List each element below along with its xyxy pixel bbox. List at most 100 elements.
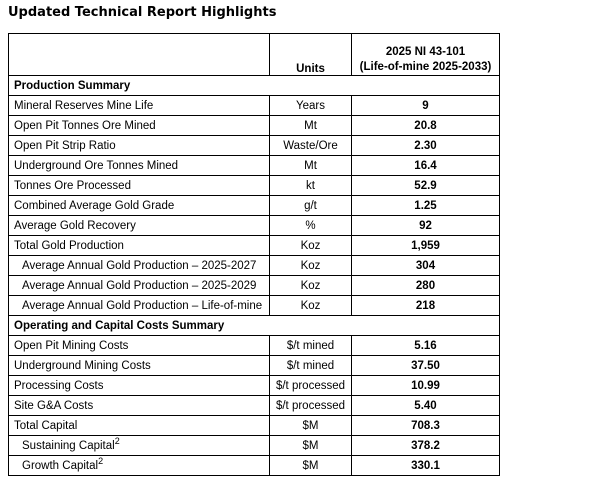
metric-cell: Average Annual Gold Production – 2025-20… (8, 255, 270, 276)
metric-label: Average Gold Recovery (14, 219, 136, 232)
units-cell: kt (269, 175, 352, 196)
table-row: Underground Mining Costs $/t mined 37.50 (8, 355, 500, 376)
footnote-marker: 2 (98, 455, 104, 466)
units-cell: Koz (269, 275, 352, 296)
units-cell: $/t processed (269, 375, 352, 396)
table-row: Open Pit Strip Ratio Waste/Ore 2.30 (8, 135, 500, 156)
units-cell: $/t mined (269, 355, 352, 376)
units-cell: Years (269, 95, 352, 116)
value-cell: 92 (351, 215, 500, 236)
section-row: Production Summary (8, 75, 500, 96)
metric-cell: Total Gold Production (8, 235, 270, 256)
units-cell: Waste/Ore (269, 135, 352, 156)
metric-cell: Open Pit Tonnes Ore Mined (8, 115, 270, 136)
value-cell: 218 (351, 295, 500, 316)
metric-label: Site G&A Costs (14, 399, 94, 412)
value-column-header: 2025 NI 43-101 (Life-of-mine 2025-2033) (351, 33, 500, 76)
metric-label: Average Annual Gold Production – Life-of… (22, 299, 263, 312)
units-cell: % (269, 215, 352, 236)
units-cell: $M (269, 435, 352, 456)
units-cell: $/t mined (269, 335, 352, 356)
page-title: Updated Technical Report Highlights (8, 5, 277, 20)
table-row: Underground Ore Tonnes Mined Mt 16.4 (8, 155, 500, 176)
units-cell: Koz (269, 295, 352, 316)
metric-label: Open Pit Tonnes Ore Mined (14, 119, 156, 132)
metric-cell: Sustaining Capital2 (8, 435, 270, 456)
value-cell: 378.2 (351, 435, 500, 456)
units-column-header: Units (269, 33, 352, 76)
value-column-header-line1: 2025 NI 43-101 (385, 46, 466, 58)
value-cell: 52.9 (351, 175, 500, 196)
metric-cell: Tonnes Ore Processed (8, 175, 270, 196)
table-row: Combined Average Gold Grade g/t 1.25 (8, 195, 500, 216)
metric-cell: Underground Ore Tonnes Mined (8, 155, 270, 176)
metric-cell: Total Capital (8, 415, 270, 436)
metric-cell: Average Gold Recovery (8, 215, 270, 236)
value-cell: 5.40 (351, 395, 500, 416)
value-cell: 5.16 (351, 335, 500, 356)
metric-label: Total Gold Production (14, 239, 124, 252)
metric-label: Underground Ore Tonnes Mined (14, 159, 179, 172)
value-cell: 37.50 (351, 355, 500, 376)
table-row: Sustaining Capital2 $M 378.2 (8, 435, 500, 456)
units-cell: Mt (269, 115, 352, 136)
metric-label: Average Annual Gold Production – 2025-20… (22, 259, 257, 272)
metric-cell: Average Annual Gold Production – Life-of… (8, 295, 270, 316)
metric-label: Combined Average Gold Grade (14, 199, 175, 212)
metric-label: Open Pit Strip Ratio (14, 139, 116, 152)
value-cell: 1,959 (351, 235, 500, 256)
units-cell: Koz (269, 255, 352, 276)
metric-label: Underground Mining Costs (14, 359, 151, 372)
value-cell: 330.1 (351, 455, 500, 476)
metric-column-header (8, 33, 270, 76)
footnote-marker: 2 (114, 435, 120, 446)
metric-cell: Open Pit Mining Costs (8, 335, 270, 356)
table-row: Total Capital $M 708.3 (8, 415, 500, 436)
table-body: Production Summary Mineral Reserves Mine … (8, 75, 500, 476)
metric-cell: Site G&A Costs (8, 395, 270, 416)
table-row: Open Pit Tonnes Ore Mined Mt 20.8 (8, 115, 500, 136)
metric-cell: Mineral Reserves Mine Life (8, 95, 270, 116)
table-header-row: Units 2025 NI 43-101 (Life-of-mine 2025-… (8, 33, 500, 76)
metric-label: Total Capital (14, 419, 78, 432)
section-label: Production Summary (8, 75, 500, 96)
table-row: Total Gold Production Koz 1,959 (8, 235, 500, 256)
value-cell: 16.4 (351, 155, 500, 176)
value-cell: 280 (351, 275, 500, 296)
units-cell: $/t processed (269, 395, 352, 416)
units-cell: Koz (269, 235, 352, 256)
metric-label: Growth Capital (22, 459, 99, 472)
table-row: Mineral Reserves Mine Life Years 9 (8, 95, 500, 116)
units-cell: Mt (269, 155, 352, 176)
units-cell: g/t (269, 195, 352, 216)
metric-cell: Growth Capital2 (8, 455, 270, 476)
metric-cell: Combined Average Gold Grade (8, 195, 270, 216)
table-row: Site G&A Costs $/t processed 5.40 (8, 395, 500, 416)
units-cell: $M (269, 415, 352, 436)
table-row: Tonnes Ore Processed kt 52.9 (8, 175, 500, 196)
metric-label: Tonnes Ore Processed (14, 179, 131, 192)
value-cell: 304 (351, 255, 500, 276)
metric-cell: Processing Costs (8, 375, 270, 396)
table-row: Average Annual Gold Production – 2025-20… (8, 255, 500, 276)
table-row: Open Pit Mining Costs $/t mined 5.16 (8, 335, 500, 356)
value-cell: 10.99 (351, 375, 500, 396)
metric-label: Processing Costs (14, 379, 104, 392)
value-cell: 1.25 (351, 195, 500, 216)
table-row: Growth Capital2 $M 330.1 (8, 455, 500, 476)
metric-cell: Underground Mining Costs (8, 355, 270, 376)
value-cell: 708.3 (351, 415, 500, 436)
metric-label: Mineral Reserves Mine Life (14, 99, 154, 112)
table-row: Processing Costs $/t processed 10.99 (8, 375, 500, 396)
value-cell: 9 (351, 95, 500, 116)
value-cell: 2.30 (351, 135, 500, 156)
metric-cell: Open Pit Strip Ratio (8, 135, 270, 156)
value-column-header-line2: (Life-of-mine 2025-2033) (359, 61, 492, 73)
metric-label: Sustaining Capital (22, 439, 115, 452)
table-row: Average Annual Gold Production – 2025-20… (8, 275, 500, 296)
table-row: Average Annual Gold Production – Life-of… (8, 295, 500, 316)
section-row: Operating and Capital Costs Summary (8, 315, 500, 336)
value-cell: 20.8 (351, 115, 500, 136)
report-highlights-table: Units 2025 NI 43-101 (Life-of-mine 2025-… (8, 33, 500, 476)
metric-label: Open Pit Mining Costs (14, 339, 129, 352)
